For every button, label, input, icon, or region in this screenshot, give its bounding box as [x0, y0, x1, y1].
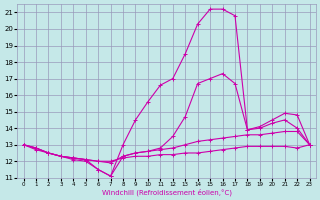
- X-axis label: Windchill (Refroidissement éolien,°C): Windchill (Refroidissement éolien,°C): [101, 188, 232, 196]
